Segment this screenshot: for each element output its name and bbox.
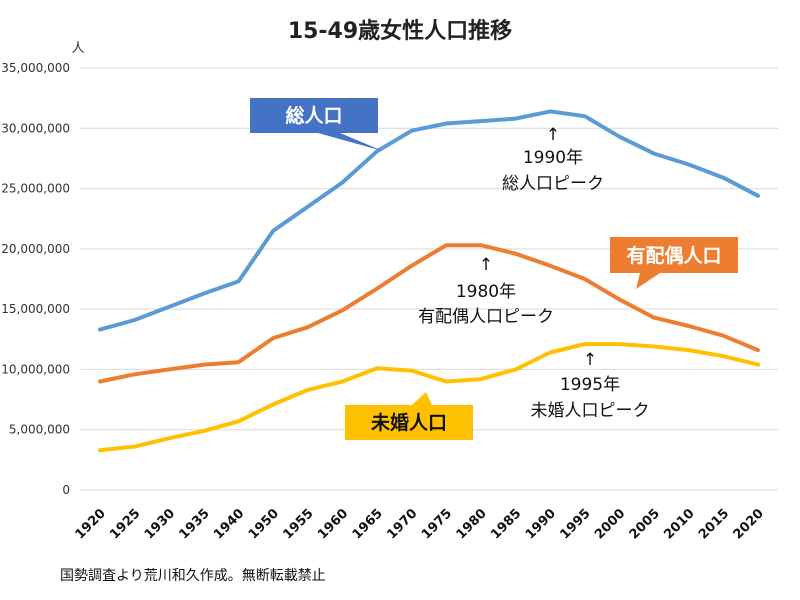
chart-title: 15-49歳女性人口推移 — [288, 18, 512, 44]
callout-unmarried-box — [345, 392, 473, 440]
y-tick-label: 10,000,000 — [1, 362, 70, 376]
annotation-married-peak: ↑ 1980年 有配偶人口ピーク — [418, 255, 554, 327]
callout-married-label: 有配偶人口 — [626, 244, 721, 267]
annotation-total-arrow: ↑ — [546, 125, 560, 145]
series-line-1 — [98, 243, 760, 384]
annotation-total-peak: ↑ 1990年 総人口ピーク — [502, 125, 604, 194]
x-tick-label: 1975 — [419, 506, 455, 542]
y-tick-label: 5,000,000 — [9, 423, 70, 437]
x-tick-label: 1980 — [454, 506, 490, 542]
annotation-unmarried-arrow: ↑ — [583, 350, 597, 370]
x-tick-label: 1960 — [315, 506, 351, 542]
y-tick-label: 20,000,000 — [1, 242, 70, 256]
source-note: 国勢調査より荒川和久作成。無断転載禁止 — [60, 568, 326, 584]
annotation-total-year: 1990年 — [523, 148, 583, 168]
y-tick-label: 35,000,000 — [1, 61, 70, 75]
y-tick-label: 30,000,000 — [1, 121, 70, 135]
x-tick-label: 1995 — [557, 506, 593, 542]
y-tick-label: 25,000,000 — [1, 182, 70, 196]
y-axis-ticks: 0 5,000,000 10,000,000 15,000,000 20,000,000… — [1, 61, 70, 497]
x-tick-label: 1930 — [142, 506, 178, 542]
x-tick-label: 2000 — [592, 506, 628, 542]
y-axis-unit: 人 — [71, 41, 84, 56]
x-tick-label: 1970 — [384, 506, 420, 542]
x-tick-label: 2015 — [696, 506, 732, 542]
grid-layer — [80, 67, 778, 491]
x-tick-label: 1925 — [107, 506, 143, 542]
x-tick-label: 1920 — [73, 506, 109, 542]
annotation-unmarried-year: 1995年 — [560, 375, 620, 395]
x-tick-label: 1955 — [280, 506, 316, 542]
annotation-married-text: 有配偶人口ピーク — [418, 307, 554, 327]
annotation-unmarried-peak: ↑ 1995年 未婚人口ピーク — [531, 350, 650, 421]
annotation-married-year: 1980年 — [456, 282, 516, 302]
series-layer — [98, 109, 760, 453]
x-tick-label: 1985 — [488, 506, 524, 542]
annotation-married-arrow: ↑ — [479, 255, 493, 275]
callout-unmarried-label: 未婚人口 — [370, 411, 447, 434]
callout-married: 有配偶人口 — [610, 237, 738, 289]
x-axis-ticks: 1920192519301935194019501955196019651970… — [73, 506, 767, 542]
callout-total: 総人口 — [250, 98, 383, 151]
y-tick-label: 15,000,000 — [1, 302, 70, 316]
x-tick-label: 1950 — [246, 506, 282, 542]
x-tick-label: 2005 — [627, 506, 663, 542]
x-tick-label: 2010 — [661, 506, 697, 542]
annotation-total-text: 総人口ピーク — [502, 174, 604, 194]
callout-unmarried: 未婚人口 — [345, 392, 473, 440]
x-tick-label: 2020 — [731, 506, 767, 542]
callout-total-label: 総人口 — [285, 104, 342, 127]
x-tick-label: 1935 — [177, 506, 213, 542]
x-tick-label: 1965 — [350, 506, 386, 542]
callout-total-box — [250, 98, 383, 151]
annotation-unmarried-text: 未婚人口ピーク — [531, 401, 650, 421]
y-tick-label: 0 — [62, 483, 70, 497]
callout-married-box — [610, 237, 738, 289]
x-tick-label: 1940 — [211, 506, 247, 542]
series-line-2 — [98, 342, 760, 453]
series-line-0 — [98, 109, 760, 332]
x-tick-label: 1990 — [523, 506, 559, 542]
